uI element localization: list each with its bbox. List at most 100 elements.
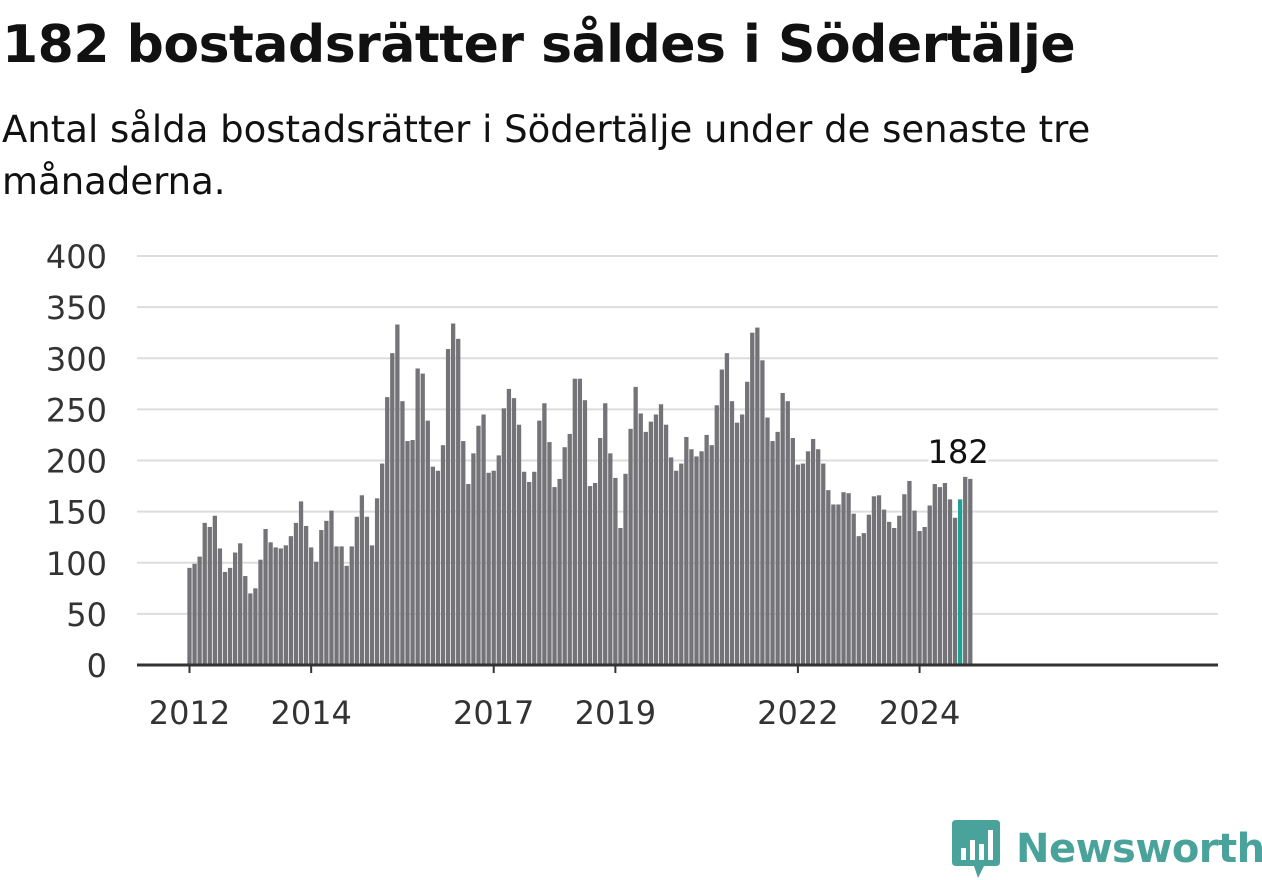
bars	[187, 323, 973, 665]
bar	[739, 414, 745, 665]
bar	[669, 457, 674, 665]
bar	[633, 386, 638, 665]
bar-chart-speech-bubble-icon	[952, 820, 1000, 878]
bar	[506, 388, 512, 665]
bar	[780, 393, 785, 665]
y-tick-label: 200	[46, 443, 107, 481]
bar	[932, 484, 937, 665]
bar	[613, 477, 618, 665]
data-labels: 182	[925, 430, 992, 474]
bar	[420, 373, 425, 665]
bar	[907, 480, 912, 665]
newsworthy-logo[interactable]: Newsworthy	[950, 818, 1262, 880]
bar	[450, 323, 456, 665]
bar	[232, 552, 238, 665]
bar	[729, 401, 735, 665]
bar	[881, 509, 887, 665]
bar	[471, 453, 476, 665]
bar	[674, 470, 679, 665]
highlight-bar	[957, 499, 963, 665]
bar	[395, 324, 400, 665]
bar	[598, 438, 603, 665]
bar	[476, 425, 481, 665]
bar	[734, 422, 740, 665]
bar	[364, 516, 370, 665]
bar	[719, 369, 724, 665]
highlight-value-label: 182	[928, 433, 989, 471]
bar	[709, 445, 714, 665]
bar	[369, 545, 375, 665]
bar	[425, 420, 430, 665]
bar	[339, 546, 344, 665]
bar	[942, 483, 948, 665]
bar	[826, 490, 831, 665]
bar	[608, 453, 613, 665]
bar	[511, 398, 517, 665]
page-subtitle: Antal sålda bostadsrätter i Södertälje u…	[2, 108, 1091, 203]
bar	[892, 527, 897, 665]
bar	[197, 556, 202, 665]
bar	[887, 521, 892, 665]
y-axis-ticks: 0 50 100 150 200 250 300 350 400	[46, 238, 107, 685]
bar	[800, 463, 806, 665]
bar	[572, 378, 577, 665]
bar	[354, 516, 359, 665]
bar	[912, 510, 917, 665]
bar	[871, 496, 877, 665]
bar	[795, 464, 801, 665]
bar	[435, 470, 441, 665]
x-tick-label: 2012	[149, 694, 230, 732]
bar	[248, 593, 253, 665]
bar	[491, 470, 496, 665]
bar	[567, 433, 572, 665]
bar	[810, 439, 816, 665]
bar	[836, 504, 841, 665]
bar	[653, 414, 659, 665]
bar	[557, 478, 562, 665]
bar	[293, 522, 299, 665]
x-tick-label: 2014	[270, 694, 351, 732]
bar	[268, 542, 273, 665]
bar	[227, 567, 233, 665]
bar	[527, 481, 532, 665]
bar	[603, 403, 608, 665]
bar	[430, 466, 436, 665]
x-axis-ticks: 2012 2014 2017 2019 2022 2024	[149, 665, 960, 732]
bar	[319, 530, 324, 665]
bar	[694, 456, 699, 665]
bar	[628, 428, 633, 665]
bar	[405, 441, 410, 665]
page-title: 182 bostadsrätter såldes i Södertälje	[2, 15, 1076, 75]
bar	[866, 514, 872, 665]
bar	[947, 499, 953, 665]
bar	[755, 327, 760, 665]
bar	[831, 504, 836, 665]
bar	[288, 536, 294, 665]
bar	[192, 563, 197, 665]
bar	[714, 405, 719, 665]
y-tick-label: 350	[46, 289, 107, 327]
bar	[445, 349, 451, 665]
bar	[521, 471, 527, 665]
bar	[537, 420, 542, 665]
bar	[724, 353, 730, 665]
bar	[623, 473, 628, 665]
bar	[309, 547, 314, 665]
bar	[745, 381, 750, 665]
bar	[785, 401, 790, 665]
bar	[679, 463, 684, 665]
bar	[207, 526, 212, 665]
bar	[663, 424, 669, 665]
bar	[704, 434, 709, 665]
bar	[684, 436, 689, 665]
bar	[805, 451, 811, 665]
bar	[917, 531, 922, 665]
bar	[643, 431, 648, 665]
bar	[532, 471, 537, 665]
bar	[303, 525, 309, 665]
bar	[258, 559, 263, 665]
bar	[952, 517, 958, 665]
bar	[770, 441, 775, 665]
bar	[496, 455, 501, 665]
